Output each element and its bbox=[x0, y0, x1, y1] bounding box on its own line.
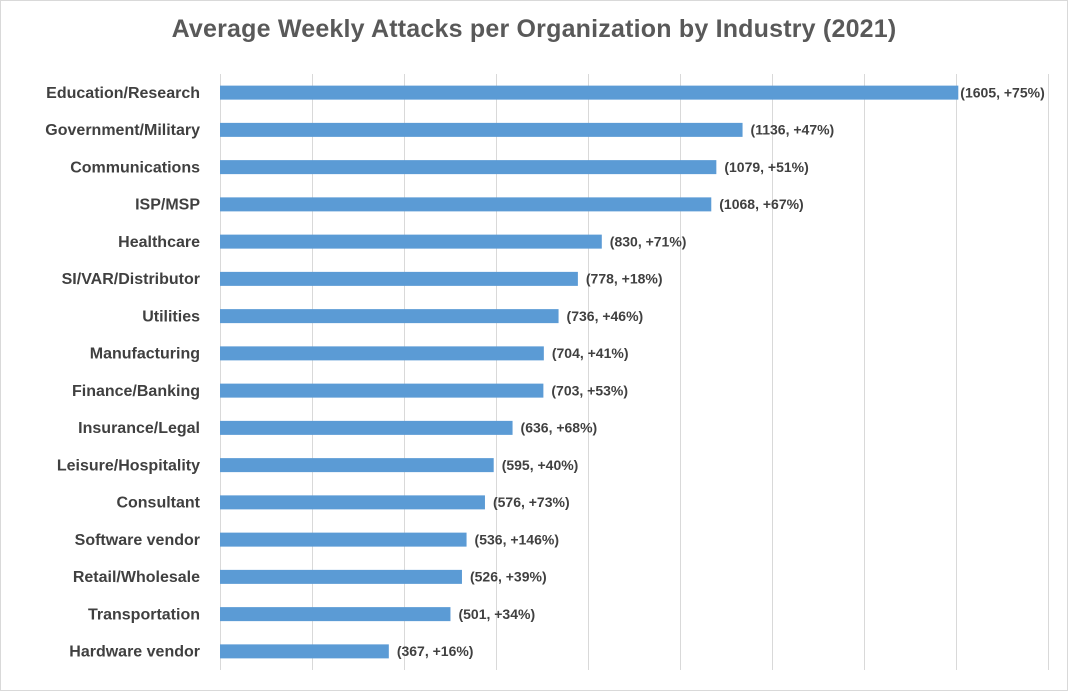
bar bbox=[220, 85, 959, 100]
category-label: Education/Research bbox=[46, 85, 200, 102]
bar bbox=[220, 420, 513, 435]
category-label: Software vendor bbox=[75, 532, 200, 549]
data-label: (704, +41%) bbox=[552, 345, 629, 361]
data-label: (501, +34%) bbox=[458, 606, 535, 622]
category-label: Insurance/Legal bbox=[78, 420, 200, 437]
bar bbox=[220, 309, 559, 324]
data-label: (1605, +75%) bbox=[960, 84, 1044, 100]
category-label: Retail/Wholesale bbox=[73, 569, 200, 586]
category-label: Communications bbox=[70, 159, 200, 176]
bar bbox=[220, 458, 494, 473]
category-label: Utilities bbox=[142, 308, 200, 325]
bar bbox=[220, 271, 578, 286]
data-label: (703, +53%) bbox=[551, 382, 628, 398]
data-label: (1079, +51%) bbox=[724, 159, 808, 175]
category-label: SI/VAR/Distributor bbox=[62, 271, 200, 288]
category-label: Hardware vendor bbox=[69, 644, 200, 661]
bar bbox=[220, 122, 743, 137]
data-label: (830, +71%) bbox=[610, 233, 687, 249]
data-label: (576, +73%) bbox=[493, 494, 570, 510]
data-label: (595, +40%) bbox=[502, 457, 579, 473]
category-label: Transportation bbox=[88, 606, 200, 623]
data-label: (636, +68%) bbox=[521, 420, 598, 436]
category-labels: Education/Research Government/Military Com… bbox=[45, 85, 200, 661]
data-label: (526, +39%) bbox=[470, 569, 547, 585]
bar bbox=[220, 495, 485, 510]
category-label: Leisure/Hospitality bbox=[57, 457, 200, 474]
bar bbox=[220, 569, 462, 584]
data-label: (1068, +67%) bbox=[719, 196, 803, 212]
bar bbox=[220, 607, 451, 622]
data-label: (1136, +47%) bbox=[751, 122, 835, 138]
bars bbox=[220, 85, 959, 659]
data-label: (536, +146%) bbox=[475, 531, 559, 547]
bar bbox=[220, 234, 602, 249]
data-label: (367, +16%) bbox=[397, 643, 474, 659]
bar bbox=[220, 644, 389, 659]
bar bbox=[220, 532, 467, 547]
bar bbox=[220, 383, 544, 398]
bar bbox=[220, 197, 712, 212]
category-label: Government/Military bbox=[45, 122, 200, 139]
data-labels: (1605, +75%) (1136, +47%) (1079, +51%) (106… bbox=[397, 84, 1045, 659]
bar bbox=[220, 346, 544, 361]
chart-title: Average Weekly Attacks per Organization … bbox=[171, 15, 897, 43]
category-label: Finance/Banking bbox=[72, 383, 200, 400]
category-label: Manufacturing bbox=[90, 346, 200, 363]
bar bbox=[220, 160, 717, 175]
category-label: Consultant bbox=[116, 495, 200, 512]
category-label: Healthcare bbox=[118, 234, 200, 251]
data-label: (778, +18%) bbox=[586, 271, 663, 287]
category-label: ISP/MSP bbox=[135, 197, 200, 214]
data-label: (736, +46%) bbox=[567, 308, 644, 324]
